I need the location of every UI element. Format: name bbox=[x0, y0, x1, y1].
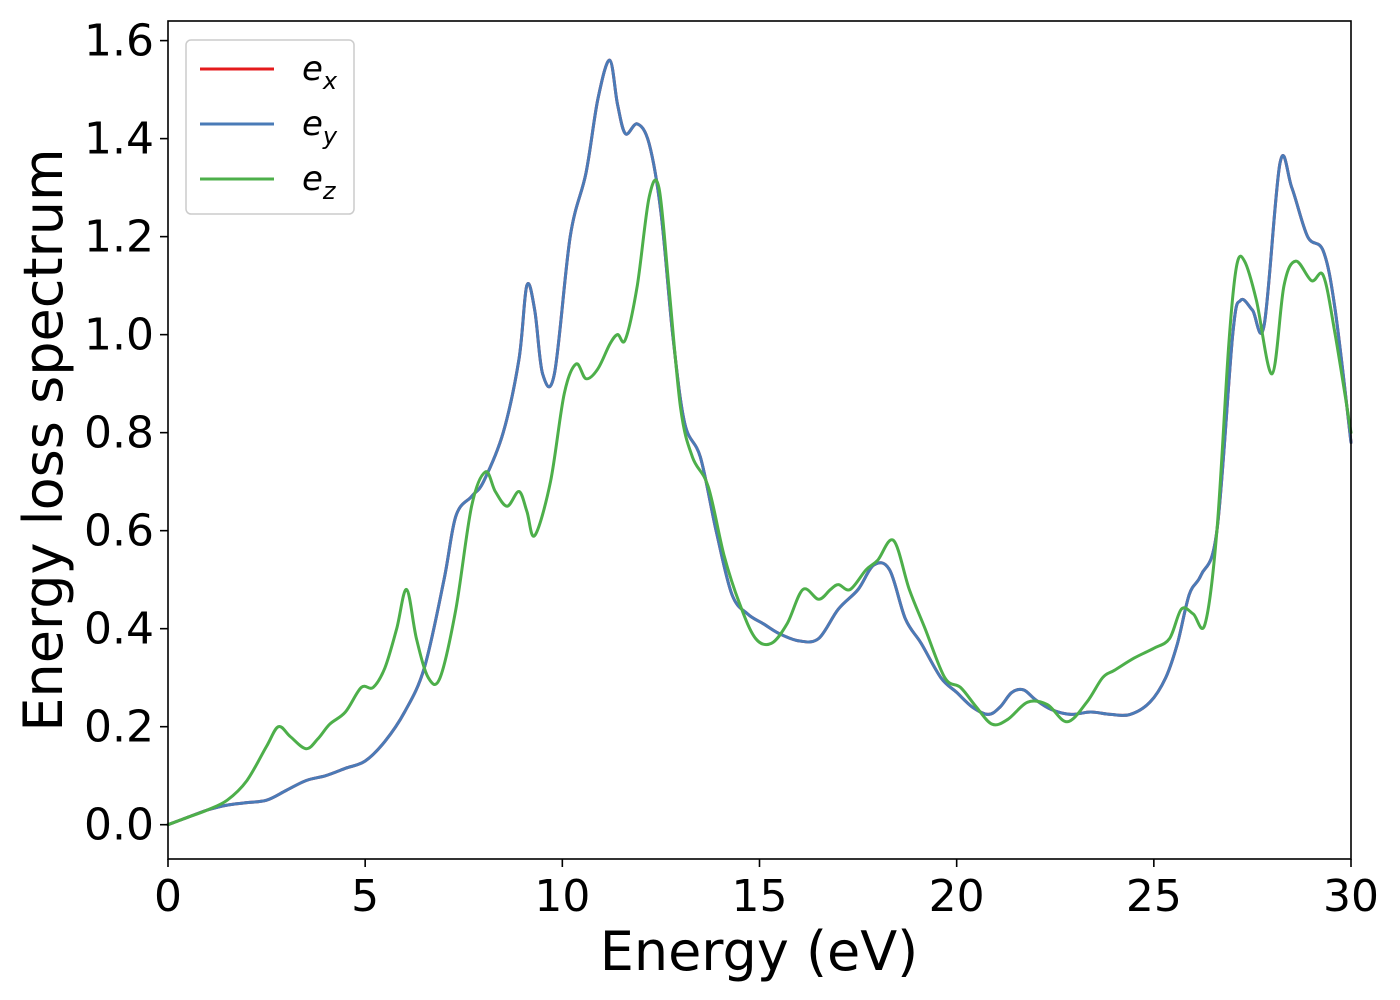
x-tick-label: 0 bbox=[154, 871, 182, 922]
y-tick-label: 1.0 bbox=[84, 310, 154, 361]
y-tick-label: 0.4 bbox=[84, 604, 154, 655]
series-line-e-y bbox=[166, 58, 1353, 827]
x-tick-label: 15 bbox=[732, 871, 788, 922]
y-tick-label: 0.6 bbox=[84, 506, 154, 557]
legend-label: ez bbox=[302, 159, 337, 205]
x-tick-label: 5 bbox=[351, 871, 379, 922]
x-tick-label: 10 bbox=[534, 871, 590, 922]
x-tick-label: 20 bbox=[929, 871, 985, 922]
x-tick-label: 30 bbox=[1323, 871, 1379, 922]
series-line-e-z bbox=[166, 178, 1353, 827]
series-layer bbox=[166, 58, 1353, 827]
legend-box bbox=[185, 39, 355, 215]
x-axis-label: Energy (eV) bbox=[600, 920, 919, 983]
y-tick-label: 1.4 bbox=[84, 114, 154, 165]
y-axis-label: Energy loss spectrum bbox=[12, 148, 75, 731]
x-tick-label: 25 bbox=[1126, 871, 1182, 922]
y-tick-label: 0.8 bbox=[84, 408, 154, 459]
y-tick-label: 1.2 bbox=[84, 212, 154, 263]
y-axis-ticks: 0.0 0.2 0.4 0.6 0.8 1.0 1.2 1.4 1.6 bbox=[84, 16, 168, 851]
y-tick-label: 0.2 bbox=[84, 702, 154, 753]
y-tick-label: 0.0 bbox=[84, 800, 154, 851]
legend-label: ey bbox=[302, 104, 338, 150]
legend-label: ex bbox=[302, 49, 338, 95]
legend: ex ey ez bbox=[185, 39, 355, 215]
x-axis-ticks: 0 5 10 15 20 25 30 bbox=[154, 859, 1379, 922]
y-tick-label: 1.6 bbox=[84, 16, 154, 67]
